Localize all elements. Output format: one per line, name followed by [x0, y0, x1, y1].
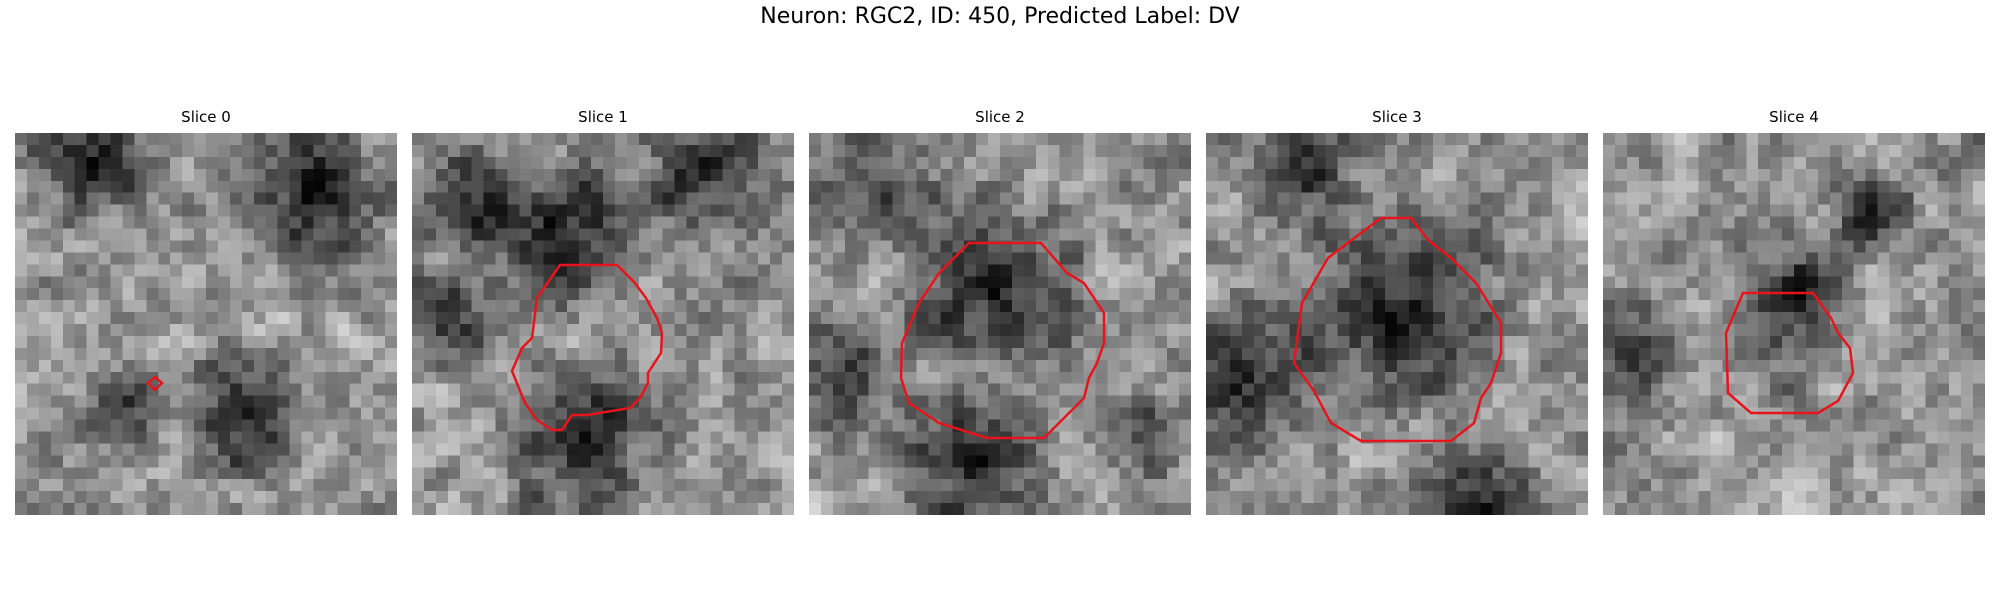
roi-contour-path [899, 241, 1106, 440]
roi-contour-path [146, 375, 164, 392]
roi-contour [510, 263, 664, 432]
roi-contour [1292, 216, 1503, 443]
microscopy-image [1603, 133, 1985, 515]
roi-contour-path [510, 263, 664, 432]
slice-title: Slice 4 [1769, 108, 1819, 126]
figure-title: Neuron: RGC2, ID: 450, Predicted Label: … [760, 4, 1240, 29]
slice-title: Slice 0 [181, 108, 231, 126]
microscopy-image [412, 133, 794, 515]
microscopy-image [1206, 133, 1588, 515]
roi-contour [899, 241, 1106, 440]
slice-title: Slice 1 [578, 108, 628, 126]
roi-contour-path [1724, 291, 1855, 415]
roi-contour-path [1292, 216, 1503, 443]
microscopy-image [809, 133, 1191, 515]
slice-title: Slice 3 [1372, 108, 1422, 126]
slice-title: Slice 2 [975, 108, 1025, 126]
microscopy-image [15, 133, 397, 515]
roi-contour [146, 375, 164, 392]
roi-contour [1724, 291, 1855, 415]
